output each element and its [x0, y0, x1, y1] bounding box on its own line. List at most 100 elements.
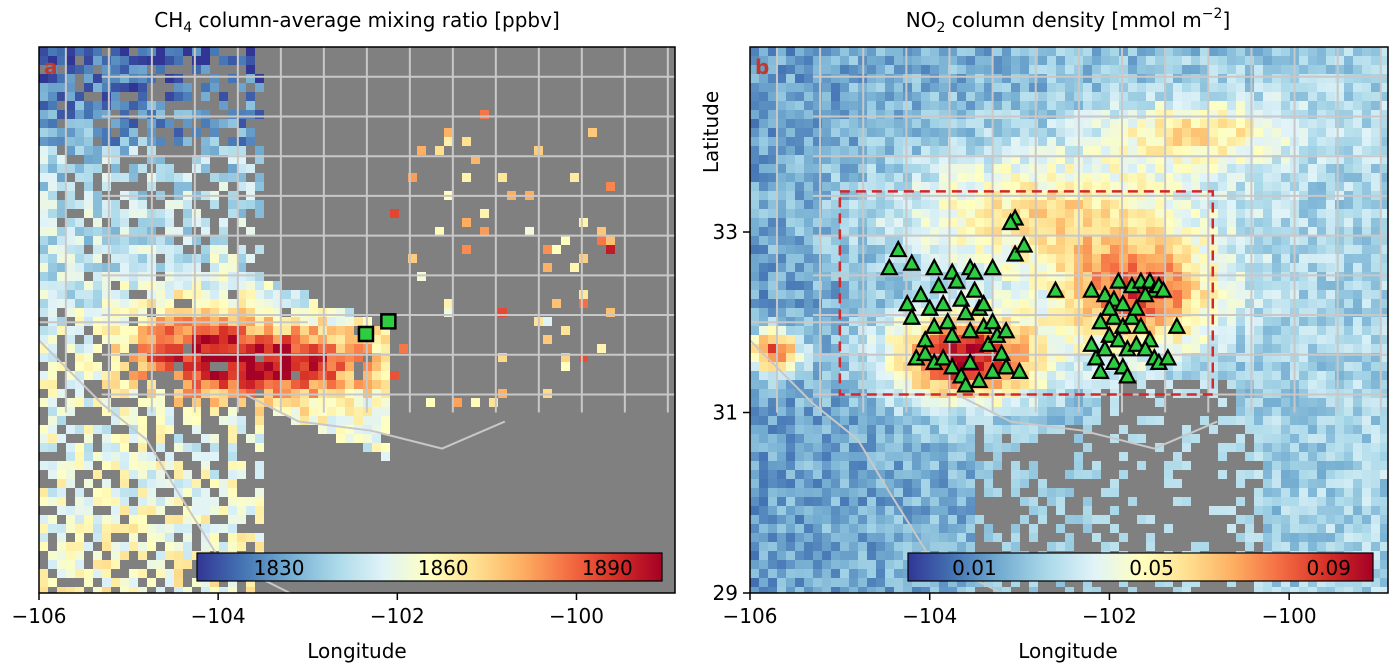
no2-pixel	[1254, 425, 1263, 434]
no2-pixel	[1263, 416, 1272, 425]
ch4-pixel	[246, 101, 255, 110]
no2-missing-pixel	[1236, 461, 1245, 470]
ch4-pixel	[237, 182, 246, 191]
ch4-pixel	[93, 56, 102, 65]
ch4-pixel	[75, 272, 84, 281]
no2-pixel	[1020, 182, 1029, 191]
no2-pixel	[1056, 263, 1065, 272]
no2-pixel	[1200, 182, 1209, 191]
ch4-pixel	[75, 137, 84, 146]
ch4-pixel	[291, 335, 300, 344]
no2-pixel	[786, 227, 795, 236]
no2-pixel	[948, 182, 957, 191]
ch4-pixel	[318, 362, 327, 371]
no2-pixel	[1236, 443, 1245, 452]
no2-pixel	[1254, 452, 1263, 461]
no2-pixel	[1164, 137, 1173, 146]
ch4-pixel	[228, 209, 237, 218]
ch4-pixel	[282, 362, 291, 371]
ch4-pixel	[372, 443, 381, 452]
no2-pixel	[885, 200, 894, 209]
no2-pixel	[840, 83, 849, 92]
ch4-pixel	[300, 344, 309, 353]
ch4-pixel	[327, 362, 336, 371]
no2-pixel	[1353, 407, 1362, 416]
no2-pixel	[1065, 470, 1074, 479]
no2-pixel	[1353, 281, 1362, 290]
no2-pixel	[1362, 281, 1371, 290]
ch4-pixel	[156, 335, 165, 344]
no2-pixel	[1245, 281, 1254, 290]
ch4-pixel	[102, 569, 111, 578]
no2-pixel	[1344, 281, 1353, 290]
no2-pixel	[1254, 371, 1263, 380]
ch4-pixel	[318, 425, 327, 434]
no2-pixel	[1371, 416, 1380, 425]
no2-pixel	[786, 353, 795, 362]
no2-pixel	[1101, 272, 1110, 281]
no2-pixel	[822, 173, 831, 182]
no2-pixel	[840, 200, 849, 209]
no2-pixel	[849, 236, 858, 245]
ch4-pixel	[102, 326, 111, 335]
no2-pixel	[948, 254, 957, 263]
no2-pixel	[1002, 443, 1011, 452]
ch4-pixel	[48, 416, 57, 425]
no2-pixel	[993, 65, 1002, 74]
ch4-pixel	[345, 308, 354, 317]
no2-pixel	[849, 173, 858, 182]
no2-pixel	[993, 47, 1002, 56]
ch4-pixel	[192, 155, 201, 164]
no2-pixel	[768, 299, 777, 308]
ch4-pixel	[237, 146, 246, 155]
no2-pixel	[849, 344, 858, 353]
no2-pixel	[822, 380, 831, 389]
no2-pixel	[849, 335, 858, 344]
ch4-pixel	[201, 299, 210, 308]
no2-pixel	[1155, 416, 1164, 425]
no2-pixel	[1272, 479, 1281, 488]
ch4-pixel	[120, 74, 129, 83]
ch4-pixel	[156, 425, 165, 434]
no2-pixel	[1326, 236, 1335, 245]
ch4-pixel	[246, 110, 255, 119]
no2-pixel	[876, 137, 885, 146]
no2-missing-pixel	[1182, 488, 1191, 497]
ch4-pixel	[210, 326, 219, 335]
no2-pixel	[1101, 299, 1110, 308]
no2-pixel	[1101, 263, 1110, 272]
no2-pixel	[993, 218, 1002, 227]
no2-pixel	[822, 110, 831, 119]
ch4-pixel	[165, 479, 174, 488]
no2-pixel	[831, 434, 840, 443]
no2-pixel	[1380, 452, 1388, 461]
no2-pixel	[1137, 128, 1146, 137]
no2-pixel	[885, 290, 894, 299]
no2-pixel	[1281, 101, 1290, 110]
ch4-pixel	[120, 443, 129, 452]
ch4-pixel	[39, 245, 48, 254]
no2-pixel	[984, 281, 993, 290]
no2-pixel	[1317, 164, 1326, 173]
no2-pixel	[894, 146, 903, 155]
no2-pixel	[957, 65, 966, 74]
no2-pixel	[1272, 326, 1281, 335]
ch4-pixel	[138, 542, 147, 551]
no2-pixel	[957, 227, 966, 236]
no2-pixel	[822, 101, 831, 110]
no2-pixel	[1362, 146, 1371, 155]
no2-missing-pixel	[1047, 479, 1056, 488]
no2-pixel	[804, 299, 813, 308]
no2-pixel	[939, 119, 948, 128]
ch4-pixel	[129, 101, 138, 110]
no2-pixel	[894, 326, 903, 335]
no2-pixel	[1308, 443, 1317, 452]
ch4-pixel	[66, 506, 75, 515]
no2-pixel	[777, 164, 786, 173]
no2-pixel	[966, 182, 975, 191]
no2-missing-pixel	[1110, 461, 1119, 470]
no2-pixel	[1137, 254, 1146, 263]
ch4-pixel	[39, 587, 48, 593]
no2-pixel	[1380, 470, 1388, 479]
ch4-pixel	[39, 119, 48, 128]
